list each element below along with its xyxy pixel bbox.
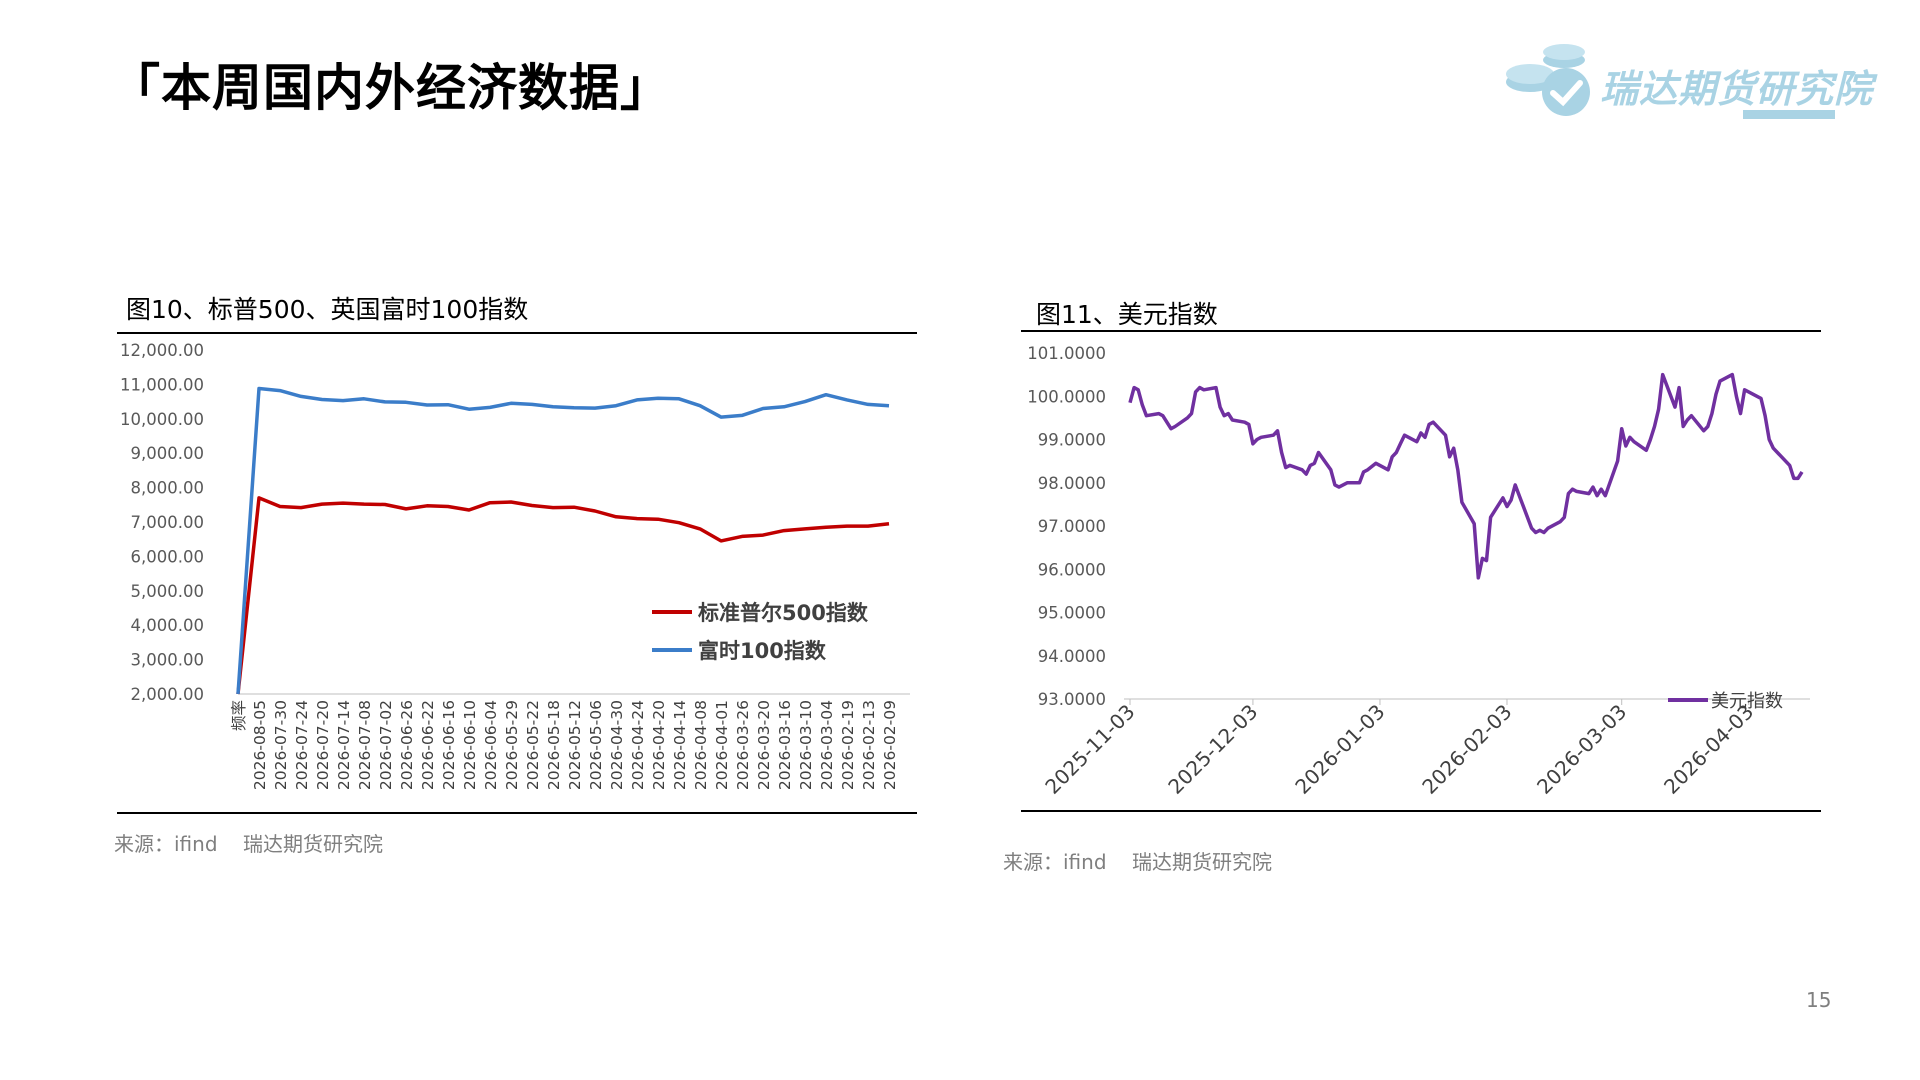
y-tick-label: 12,000.00 (120, 341, 204, 360)
chart10-source: 来源：ifind 瑞达期货研究院 (114, 832, 383, 856)
y-tick-label: 101.0000 (1027, 344, 1106, 363)
x-tick-label: 2026-05-22 (524, 700, 542, 790)
x-tick-label: 2025-12-03 (1163, 700, 1262, 799)
x-tick-label: 2026-05-12 (566, 700, 584, 790)
y-tick-label: 10,000.00 (120, 410, 204, 429)
x-tick-label: 2026-07-14 (335, 700, 353, 790)
x-tick-label: 2026-05-06 (587, 700, 605, 790)
y-tick-label: 4,000.00 (131, 616, 204, 635)
series-line-1 (236, 386, 890, 695)
x-tick-label: 2026-07-20 (314, 700, 332, 790)
x-tick-label: 2026-04-14 (671, 700, 689, 790)
y-tick-label: 11,000.00 (120, 375, 204, 394)
page-title: 「本周国内外经济数据」 (110, 59, 671, 117)
x-tick-label: 2025-11-03 (1040, 700, 1139, 799)
x-tick-label: 2026-05-29 (503, 700, 521, 790)
y-tick-label: 93.0000 (1038, 690, 1106, 709)
chart11-bottom-rule (1021, 810, 1821, 812)
x-tick-label: 2026-07-08 (356, 700, 374, 790)
chart10-plot: 12,000.00 11,000.00 10,000.00 9,000.00 8,000… (120, 341, 910, 790)
x-tick-label: 2026-06-10 (461, 700, 479, 790)
legend-label: 美元指数 (1711, 691, 1783, 712)
x-tick-label: 2026-04-20 (650, 700, 668, 790)
x-tick-label: 2026-03-16 (776, 700, 794, 790)
logo-text: 瑞达期货研究院 (1600, 67, 1874, 111)
x-tick-label: 2026-03-26 (734, 700, 752, 790)
chart11-source: 来源：ifind 瑞达期货研究院 (1003, 850, 1272, 874)
x-tick-label: 2026-08-05 (251, 700, 269, 790)
x-tick-label: 2026-06-04 (482, 700, 500, 790)
y-tick-label: 98.0000 (1038, 474, 1106, 493)
legend-label: 富时100指数 (698, 639, 827, 663)
x-tick-label: 2026-04-03 (1659, 700, 1758, 799)
page-number: 15 (1806, 988, 1832, 1012)
y-tick-label: 7,000.00 (131, 513, 204, 532)
coins-icon (1506, 44, 1590, 116)
x-tick-label: 2026-03-10 (797, 700, 815, 790)
y-tick-label: 6,000.00 (131, 547, 204, 566)
x-tick-label: 频率 (230, 700, 248, 731)
x-tick-label: 2026-06-26 (398, 700, 416, 790)
x-tick-label: 2026-06-16 (440, 700, 458, 790)
x-tick-label: 2026-07-02 (377, 700, 395, 790)
x-tick-label: 2026-02-13 (860, 700, 878, 790)
x-tick-label: 2026-05-18 (545, 700, 563, 790)
x-tick-label: 2026-01-03 (1290, 700, 1389, 799)
chart11-top-rule (1021, 330, 1821, 332)
y-tick-label: 5,000.00 (131, 582, 204, 601)
x-tick-label: 2026-03-04 (818, 700, 836, 790)
x-tick-label: 2026-03-20 (755, 700, 773, 790)
x-tick-label: 2026-06-22 (419, 700, 437, 790)
logo-underline (1743, 110, 1835, 119)
x-tick-label: 2026-02-03 (1417, 700, 1516, 799)
chart10-bottom-rule (117, 812, 917, 814)
x-tick-label: 2026-04-24 (629, 700, 647, 790)
chart10-title: 图10、标普500、英国富时100指数 (126, 295, 529, 324)
x-tick-label: 2026-07-30 (272, 700, 290, 790)
x-tick-label: 2026-07-24 (293, 700, 311, 790)
y-tick-label: 99.0000 (1038, 431, 1106, 450)
logo: 瑞达期货研究院 (1500, 38, 1872, 124)
y-tick-label: 8,000.00 (131, 479, 204, 498)
x-tick-label: 2026-04-30 (608, 700, 626, 790)
y-tick-label: 94.0000 (1038, 647, 1106, 666)
x-tick-label: 2026-03-03 (1532, 700, 1631, 799)
chart10-top-rule (117, 332, 917, 334)
x-tick-label: 2026-04-01 (713, 700, 731, 790)
x-tick-label: 2026-02-19 (839, 700, 857, 790)
legend-label: 标准普尔500指数 (698, 601, 869, 625)
series-line-dollar-index (1128, 372, 1804, 580)
chart11-title: 图11、美元指数 (1036, 300, 1218, 329)
y-tick-label: 95.0000 (1038, 604, 1106, 623)
y-tick-label: 9,000.00 (131, 444, 204, 463)
y-tick-label: 96.0000 (1038, 560, 1106, 579)
chart11-plot: 101.0000 100.0000 99.0000 98.0000 97.0000 96.… (1027, 344, 1810, 799)
series-line-0 (236, 496, 890, 695)
x-tick-label: 2026-04-08 (692, 700, 710, 790)
x-tick-label: 2026-02-09 (881, 700, 899, 790)
y-tick-label: 2,000.00 (131, 685, 204, 704)
y-tick-label: 3,000.00 (131, 651, 204, 670)
y-tick-label: 100.0000 (1027, 387, 1106, 406)
y-tick-label: 97.0000 (1038, 517, 1106, 536)
